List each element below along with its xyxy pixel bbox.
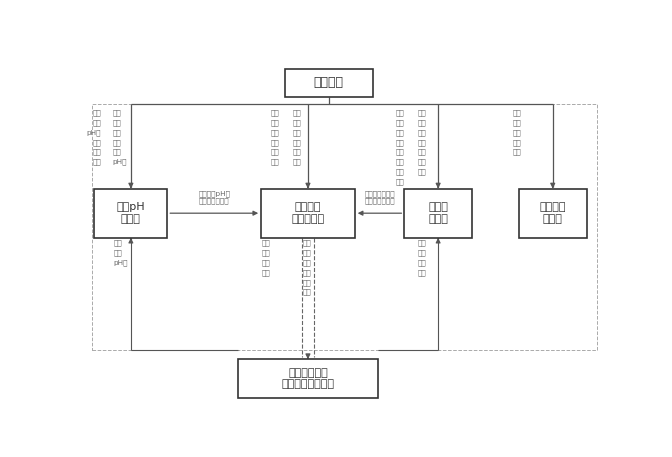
Text: 电缆: 电缆 (113, 129, 122, 136)
Text: 选择: 选择 (513, 109, 521, 116)
Text: pH值: pH值 (114, 259, 128, 266)
Text: 的一: 的一 (417, 149, 426, 155)
Text: 转换: 转换 (417, 139, 426, 145)
Text: 输入: 输入 (417, 109, 426, 116)
Text: 输入: 输入 (113, 109, 122, 116)
Bar (284, 69, 373, 97)
Text: 电极转换装置
一计算机连接端口: 电极转换装置 一计算机连接端口 (282, 368, 335, 389)
Text: 控制: 控制 (271, 139, 280, 145)
Text: 控制: 控制 (113, 119, 122, 126)
Text: 输入一极排水量
和电极转换信号: 输入一极排水量 和电极转换信号 (364, 190, 395, 204)
Text: 输入: 输入 (114, 239, 122, 246)
Text: 电极: 电极 (93, 119, 101, 126)
Text: 的排: 的排 (396, 129, 405, 136)
Text: 极排: 极排 (417, 159, 426, 165)
Text: 的排: 的排 (417, 259, 426, 266)
Text: 计存: 计存 (302, 239, 312, 246)
Text: 转换: 转换 (396, 169, 405, 175)
Text: 正极: 正极 (417, 250, 426, 256)
Text: 输入: 输入 (271, 119, 280, 126)
Text: 控制: 控制 (93, 139, 101, 145)
Text: 控制: 控制 (292, 129, 301, 136)
Bar (94, 189, 167, 238)
Text: 水量: 水量 (417, 269, 426, 276)
Text: 水值: 水值 (396, 178, 405, 185)
Text: 输入: 输入 (292, 119, 301, 126)
Text: 水值: 水值 (417, 169, 426, 175)
Text: 选择: 选择 (396, 109, 405, 116)
Text: 转换: 转换 (513, 149, 521, 155)
Text: 选择: 选择 (93, 109, 101, 116)
Text: 电极: 电极 (417, 129, 426, 136)
Text: pH值: pH值 (87, 129, 101, 136)
Text: 函数: 函数 (302, 289, 312, 296)
Text: 手动: 手动 (292, 109, 301, 116)
Text: 控制: 控制 (396, 149, 405, 155)
Bar (238, 359, 378, 398)
Text: 制时: 制时 (302, 269, 312, 276)
Text: 手动: 手动 (513, 119, 521, 126)
Text: 机输: 机输 (302, 250, 312, 256)
Text: 电极自动
转换控制器: 电极自动 转换控制器 (292, 202, 325, 224)
Text: 选择: 选择 (271, 109, 280, 116)
Text: 转换: 转换 (93, 159, 101, 165)
Text: 电极: 电极 (271, 149, 280, 155)
Text: 转换: 转换 (292, 149, 301, 155)
Text: 时间: 时间 (261, 269, 270, 276)
Text: 排水量
控制器: 排水量 控制器 (428, 202, 448, 224)
Text: 电极: 电极 (396, 159, 405, 165)
Text: 电缆: 电缆 (113, 149, 122, 155)
Bar (92, 104, 597, 351)
Text: 输入正极pH值
和电缆转换信号: 输入正极pH值 和电缆转换信号 (198, 190, 230, 204)
Text: 函数: 函数 (292, 159, 301, 165)
Text: 极极pH
控制器: 极极pH 控制器 (116, 202, 145, 224)
Text: 电极: 电极 (93, 149, 101, 155)
Text: 控制: 控制 (513, 129, 521, 136)
Text: 水位: 水位 (396, 139, 405, 145)
Text: 频的: 频的 (302, 279, 312, 286)
Bar (261, 189, 355, 238)
Text: 转换: 转换 (261, 259, 270, 266)
Text: 转换: 转换 (113, 139, 122, 145)
Text: 电极: 电极 (261, 250, 270, 256)
Text: 控制: 控制 (417, 119, 426, 126)
Text: 入控: 入控 (302, 259, 312, 266)
Text: 正极: 正极 (114, 250, 122, 256)
Bar (405, 189, 472, 238)
Text: 输入: 输入 (396, 119, 405, 126)
Text: 电极手动
转换阀: 电极手动 转换阀 (540, 202, 566, 224)
Text: 输入: 输入 (417, 239, 426, 246)
Bar (519, 189, 587, 238)
Text: 输出: 输出 (261, 239, 270, 246)
Text: 电极: 电极 (513, 139, 521, 145)
Text: pH值: pH值 (113, 159, 127, 165)
Text: 转换: 转换 (271, 159, 280, 165)
Text: 函数: 函数 (271, 129, 280, 136)
Text: 控制面板: 控制面板 (314, 76, 344, 90)
Text: 电极: 电极 (292, 139, 301, 145)
